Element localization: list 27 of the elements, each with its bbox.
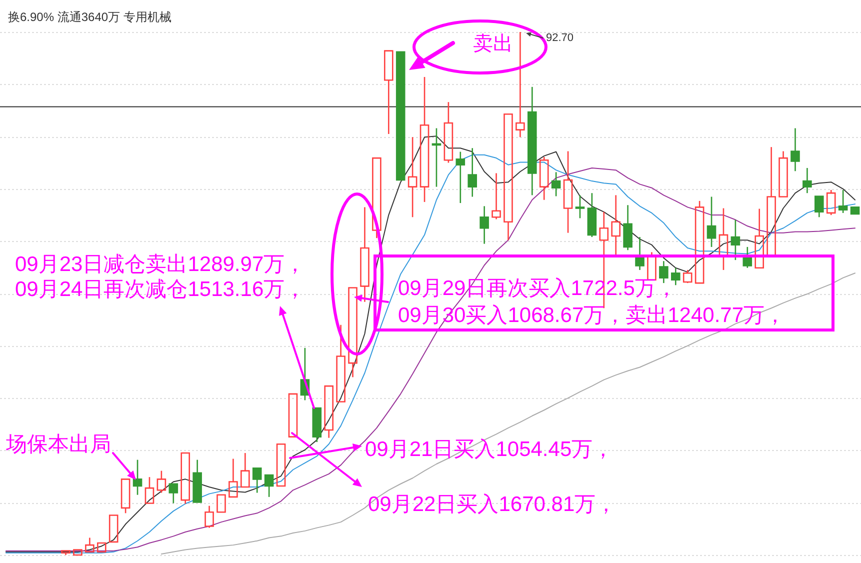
candlestick: [456, 151, 466, 204]
annotation: 92.70: [546, 32, 574, 44]
candlestick: [802, 167, 812, 194]
candlestick: [420, 76, 430, 203]
annotation: 09月22日买入1670.81万，: [368, 493, 617, 516]
annotation: 09月23日减仓卖出1289.97万，: [15, 253, 306, 276]
candlestick: [516, 31, 525, 138]
annotation: 卖出: [473, 33, 513, 55]
text: 换6.90% 流通3640万 专用机械: [8, 10, 172, 24]
candlestick: [623, 204, 632, 251]
candlestick: [539, 156, 549, 201]
candlestick: [563, 150, 573, 234]
candlestick: [635, 236, 644, 271]
candlestick: [659, 260, 668, 284]
candlestick: [480, 206, 489, 244]
candlestick: [718, 208, 728, 271]
candlestick: [527, 86, 537, 196]
candlestick: [408, 136, 418, 218]
annotation: 09月21日买入1054.45万，: [365, 438, 614, 461]
annotation: 场保本出局: [5, 433, 111, 456]
candlestick: [360, 206, 370, 303]
candlestick: [468, 147, 478, 198]
candlestick: [790, 128, 800, 172]
candlestick: [670, 267, 680, 286]
candlestick: [730, 219, 740, 261]
candlestick: [575, 194, 585, 219]
annotation: 09月24日再次减仓1513.16万，: [15, 278, 306, 301]
